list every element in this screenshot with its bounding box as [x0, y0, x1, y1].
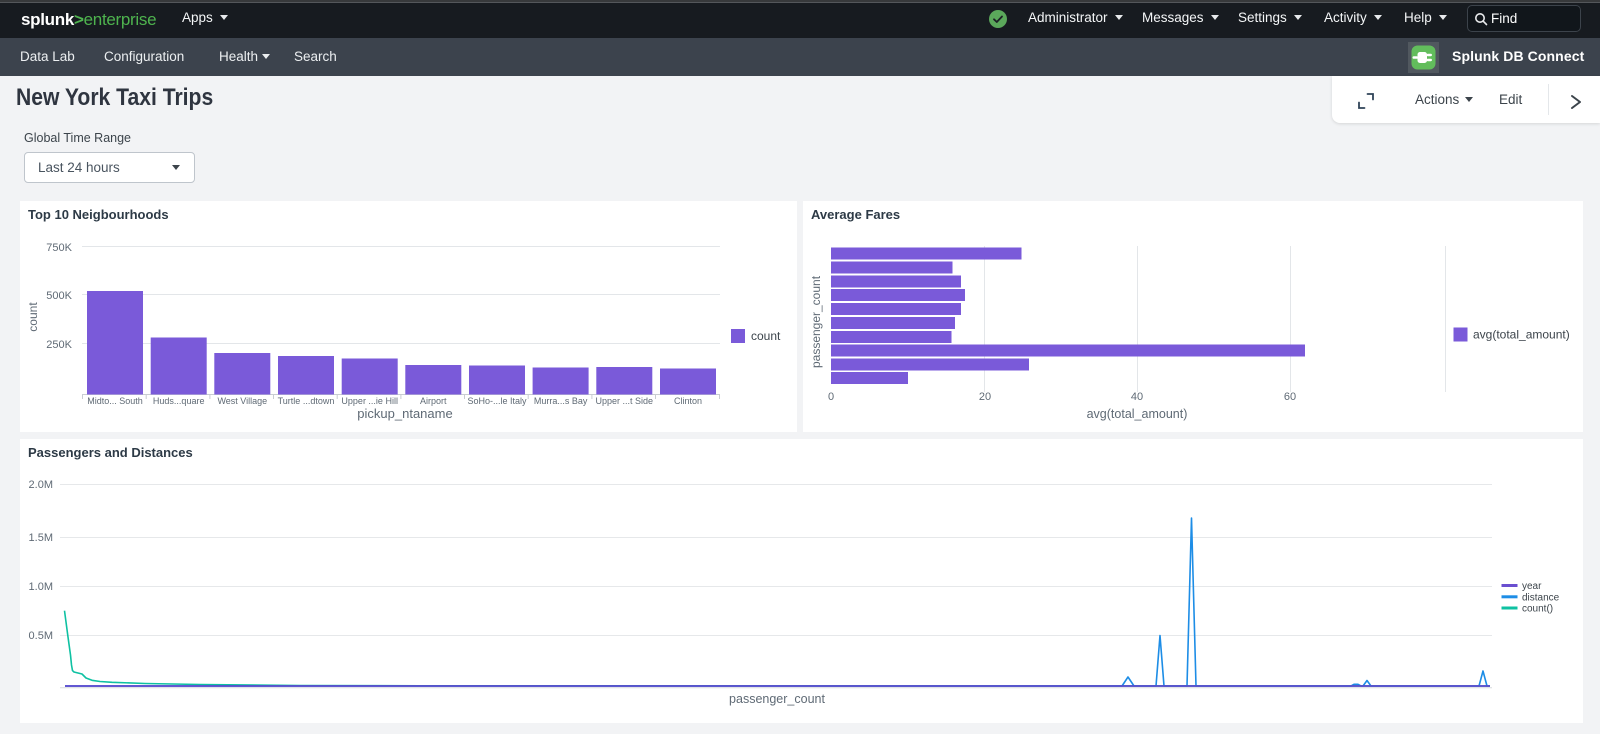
svg-text:avg(total_amount): avg(total_amount) — [1087, 407, 1188, 421]
svg-text:count: count — [26, 302, 40, 332]
svg-text:250K: 250K — [46, 339, 72, 351]
svg-text:passenger_count: passenger_count — [729, 692, 825, 706]
svg-text:500K: 500K — [46, 290, 72, 302]
svg-text:Airport: Airport — [420, 396, 447, 406]
svg-text:passenger_count: passenger_count — [809, 275, 823, 368]
svg-text:count(): count() — [1522, 604, 1553, 615]
svg-text:Clinton: Clinton — [674, 396, 702, 406]
svg-text:Midto... South: Midto... South — [87, 396, 143, 406]
svg-text:pickup_ntaname: pickup_ntaname — [357, 406, 452, 421]
svg-text:1.5M: 1.5M — [29, 532, 53, 544]
svg-text:West Village: West Village — [217, 396, 267, 406]
svg-text:count: count — [751, 329, 781, 343]
svg-text:750K: 750K — [46, 242, 72, 254]
svg-text:distance: distance — [1522, 592, 1560, 603]
svg-text:SoHo-...le Italy: SoHo-...le Italy — [467, 396, 527, 406]
svg-text:Murra...s Bay: Murra...s Bay — [534, 396, 588, 406]
svg-text:Upper ...ie Hill: Upper ...ie Hill — [341, 396, 398, 406]
svg-text:0: 0 — [828, 391, 834, 403]
svg-text:Turtle ...dtown: Turtle ...dtown — [278, 396, 335, 406]
svg-text:60: 60 — [1284, 391, 1296, 403]
svg-text:Huds...quare: Huds...quare — [153, 396, 205, 406]
svg-text:40: 40 — [1131, 391, 1143, 403]
svg-text:1.0M: 1.0M — [29, 581, 53, 593]
svg-text:year: year — [1522, 581, 1542, 592]
svg-text:2.0M: 2.0M — [29, 479, 53, 491]
svg-text:0.5M: 0.5M — [29, 630, 53, 642]
svg-text:20: 20 — [979, 391, 991, 403]
svg-text:Upper ...t Side: Upper ...t Side — [596, 396, 654, 406]
svg-text:avg(total_amount): avg(total_amount) — [1473, 328, 1570, 342]
